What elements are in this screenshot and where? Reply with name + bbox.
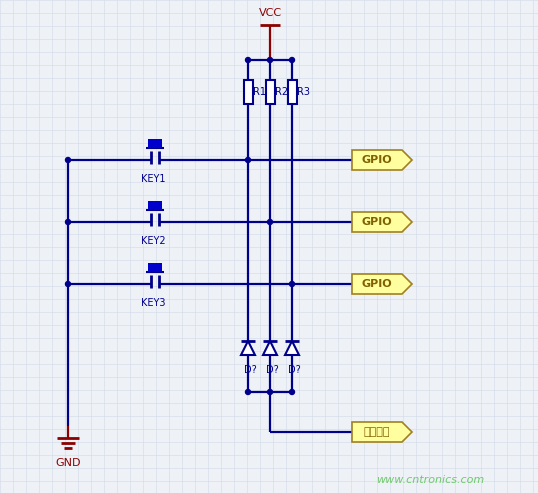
Circle shape — [245, 58, 251, 63]
Text: 外部中断: 外部中断 — [364, 427, 390, 437]
Circle shape — [245, 389, 251, 394]
Polygon shape — [352, 422, 412, 442]
Circle shape — [289, 58, 294, 63]
Circle shape — [289, 282, 294, 286]
Text: R3: R3 — [297, 87, 310, 97]
Text: R2: R2 — [275, 87, 288, 97]
Polygon shape — [352, 274, 412, 294]
Text: KEY3: KEY3 — [141, 298, 165, 308]
Text: D?: D? — [266, 365, 279, 375]
Polygon shape — [352, 212, 412, 232]
Text: GPIO: GPIO — [362, 217, 392, 227]
Polygon shape — [263, 341, 277, 355]
Polygon shape — [285, 341, 299, 355]
Text: D?: D? — [244, 365, 257, 375]
Text: D?: D? — [288, 365, 301, 375]
Text: KEY2: KEY2 — [141, 236, 165, 246]
Polygon shape — [352, 150, 412, 170]
Text: R1: R1 — [253, 87, 266, 97]
Bar — [148, 139, 162, 148]
Text: KEY1: KEY1 — [141, 174, 165, 184]
Circle shape — [267, 219, 273, 224]
Circle shape — [267, 389, 273, 394]
Bar — [265, 80, 274, 104]
Circle shape — [245, 157, 251, 163]
Text: GPIO: GPIO — [362, 155, 392, 165]
Bar — [244, 80, 252, 104]
Circle shape — [66, 157, 70, 163]
Circle shape — [66, 282, 70, 286]
Text: GND: GND — [55, 458, 81, 468]
Bar — [148, 201, 162, 210]
Bar — [287, 80, 296, 104]
Circle shape — [267, 58, 273, 63]
Polygon shape — [241, 341, 255, 355]
Text: GPIO: GPIO — [362, 279, 392, 289]
Circle shape — [289, 389, 294, 394]
Text: VCC: VCC — [258, 8, 281, 18]
Text: www.cntronics.com: www.cntronics.com — [376, 475, 484, 485]
Circle shape — [66, 219, 70, 224]
Bar — [148, 263, 162, 272]
